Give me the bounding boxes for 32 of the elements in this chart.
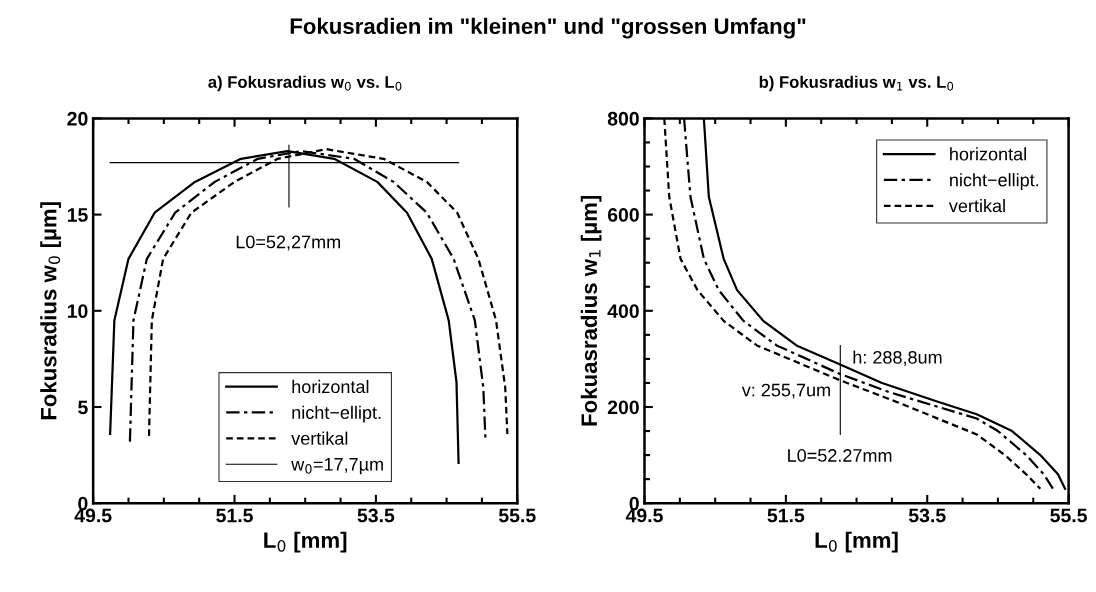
y-tick-label: 15 bbox=[67, 208, 88, 222]
legend-label: w$_{0}$=17,7µm bbox=[291, 458, 383, 475]
annotation: L0=52,27mm bbox=[236, 235, 341, 251]
x-tick-label: 55.5 bbox=[498, 508, 536, 523]
x-tick-label: 51.5 bbox=[216, 508, 253, 523]
legend-label: vertikal bbox=[948, 199, 1005, 213]
y-tick-label: 200 bbox=[607, 400, 639, 415]
x-tick-label: 53.5 bbox=[908, 508, 946, 523]
y-tick-label: 800 bbox=[607, 111, 639, 126]
legend-label: horizontal bbox=[950, 147, 1026, 161]
annotation: v: 255,7um bbox=[741, 383, 830, 399]
chart-title: a) Fokusradius w$_{0}$ vs. L$_{0}$ bbox=[208, 75, 402, 92]
annotation: h: 288,8um bbox=[853, 350, 942, 366]
y-axis-title: Fokusradius w$_{0}$ [µm] bbox=[40, 202, 61, 420]
legend-label: horizontal bbox=[292, 379, 369, 394]
y-tick-label: 20 bbox=[67, 111, 88, 126]
y-tick-label: 600 bbox=[607, 208, 639, 222]
x-tick-label: 51.5 bbox=[767, 508, 805, 523]
x-axis-title: L$_{0}$ [mm] bbox=[815, 531, 898, 553]
y-tick-label: 10 bbox=[67, 304, 88, 319]
legend-label: vertikal bbox=[291, 431, 348, 445]
legend-label: nicht−ellipt. bbox=[292, 405, 381, 423]
y-tick-label: 5 bbox=[78, 400, 88, 415]
annotation: L0=52.27mm bbox=[788, 449, 892, 462]
y-axis-title: Fokuasradius w$_{1}$ [µm] bbox=[580, 195, 602, 426]
x-tick-label: 55.5 bbox=[1050, 508, 1087, 523]
legend-label: nicht−ellipt. bbox=[950, 173, 1039, 190]
y-tick-label: 400 bbox=[607, 304, 639, 319]
x-axis-title: L$_{0}$ [mm] bbox=[264, 531, 347, 553]
chart-title: b) Fokusradius w$_{1}$ vs. L$_{0}$ bbox=[759, 75, 954, 92]
x-tick-label: 53.5 bbox=[357, 508, 395, 523]
text: Fokusradien im "kleinen" und "grossen Umfang" bbox=[290, 17, 806, 39]
